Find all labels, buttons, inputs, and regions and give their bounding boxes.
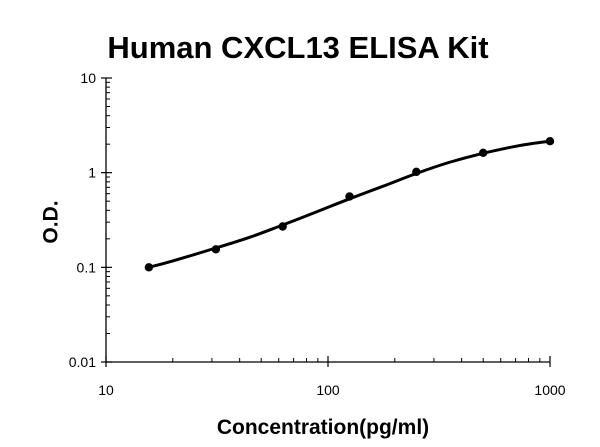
data-point bbox=[545, 136, 555, 146]
y-tick-label: 0.1 bbox=[77, 259, 97, 275]
y-tick-label: 1 bbox=[88, 165, 96, 181]
x-tick-label: 1000 bbox=[534, 382, 565, 398]
y-tick-label: 10 bbox=[80, 70, 96, 86]
y-axis-label-group: O.D. bbox=[40, 200, 63, 243]
data-point bbox=[478, 148, 488, 158]
fit-curve-layer bbox=[147, 139, 552, 269]
data-point bbox=[278, 222, 287, 231]
x-tick-label: 10 bbox=[98, 382, 114, 398]
chart-title: Human CXCL13 ELISA Kit bbox=[107, 30, 488, 65]
data-point bbox=[144, 263, 154, 272]
data-point bbox=[345, 192, 354, 201]
y-tick-label: 0.01 bbox=[69, 354, 96, 370]
y-axis-label: O.D. bbox=[40, 200, 63, 243]
data-points bbox=[144, 136, 555, 272]
x-tick-label: 100 bbox=[316, 382, 340, 398]
data-point bbox=[412, 167, 421, 177]
data-point bbox=[211, 245, 221, 254]
fit-curve-line bbox=[147, 139, 552, 269]
x-axis-label: Concentration(pg/ml) bbox=[217, 416, 429, 439]
